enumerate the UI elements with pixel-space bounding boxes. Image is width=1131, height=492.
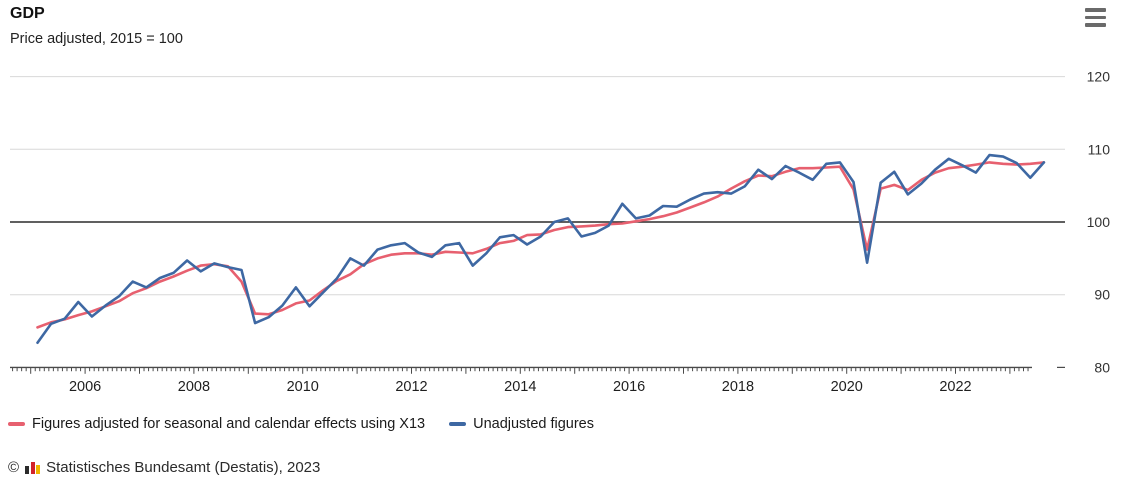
chart-legend: Figures adjusted for seasonal and calend… bbox=[8, 416, 594, 432]
svg-text:100: 100 bbox=[1087, 214, 1111, 230]
y-axis-labels: 120 110 100 90 80 bbox=[1087, 69, 1111, 376]
svg-text:90: 90 bbox=[1094, 287, 1110, 303]
destatis-logo-icon bbox=[25, 461, 41, 474]
x-axis-ticks bbox=[12, 367, 1029, 374]
unadjusted-series-swatch bbox=[449, 422, 467, 426]
svg-text:2008: 2008 bbox=[178, 379, 210, 395]
source-note: © Statistisches Bundesamt (Destatis), 20… bbox=[8, 459, 320, 476]
x-axis-labels: 2006 2008 2010 2012 2014 2016 2018 2020 2022 bbox=[69, 379, 972, 395]
svg-text:2020: 2020 bbox=[831, 379, 863, 395]
svg-text:2006: 2006 bbox=[69, 379, 101, 395]
legend-item-adjusted[interactable]: Figures adjusted for seasonal and calend… bbox=[8, 416, 425, 432]
svg-text:2018: 2018 bbox=[722, 379, 754, 395]
page-subtitle: Price adjusted, 2015 = 100 bbox=[10, 31, 183, 47]
svg-text:2012: 2012 bbox=[395, 379, 427, 395]
unadjusted-series-label: Unadjusted figures bbox=[473, 416, 595, 432]
gdp-line-chart: 120 110 100 90 80 2006 2008 2010 2012 2014 2016 201… bbox=[10, 69, 1111, 395]
svg-text:80: 80 bbox=[1094, 359, 1110, 375]
page-title: GDP bbox=[10, 5, 45, 22]
svg-text:2016: 2016 bbox=[613, 379, 645, 395]
svg-text:2010: 2010 bbox=[287, 379, 319, 395]
adjusted-series-label: Figures adjusted for seasonal and calend… bbox=[32, 416, 426, 432]
adjusted-line bbox=[36, 161, 1046, 329]
chart-menu-button[interactable] bbox=[1085, 8, 1107, 27]
svg-text:2022: 2022 bbox=[939, 379, 971, 395]
hamburger-menu-icon bbox=[1085, 8, 1106, 12]
adjusted-series-swatch bbox=[8, 422, 25, 426]
svg-text:120: 120 bbox=[1087, 69, 1111, 85]
svg-text:2014: 2014 bbox=[504, 379, 536, 395]
chart-svg: 120 110 100 90 80 2006 2008 2010 2012 2014 2016 201… bbox=[10, 69, 1111, 395]
legend-item-unadjusted[interactable]: Unadjusted figures bbox=[449, 416, 594, 432]
source-label: Statistisches Bundesamt (Destatis), 2023 bbox=[46, 459, 321, 476]
unadjusted-line bbox=[36, 153, 1046, 345]
copyright-symbol: © bbox=[8, 459, 20, 476]
svg-text:110: 110 bbox=[1088, 141, 1111, 157]
